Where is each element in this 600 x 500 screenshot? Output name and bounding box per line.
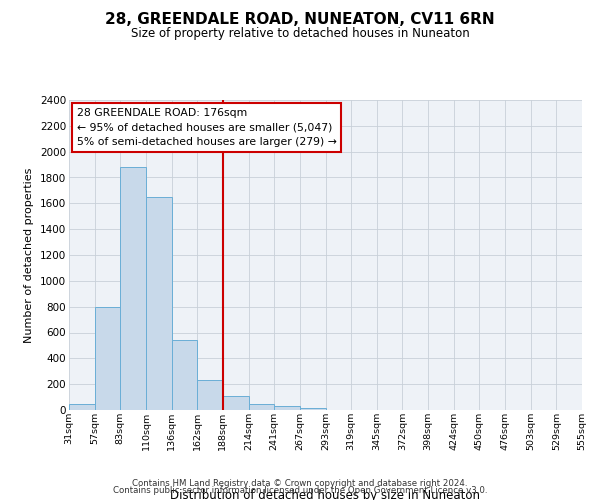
Y-axis label: Number of detached properties: Number of detached properties	[25, 168, 34, 342]
Text: Contains public sector information licensed under the Open Government Licence v3: Contains public sector information licen…	[113, 486, 487, 495]
Bar	[121, 167, 146, 410]
Text: 28 GREENDALE ROAD: 176sqm
← 95% of detached houses are smaller (5,047)
5% of sem: 28 GREENDALE ROAD: 176sqm ← 95% of detac…	[77, 108, 337, 148]
Bar	[197, 380, 223, 410]
Bar	[172, 340, 197, 410]
Text: Contains HM Land Registry data © Crown copyright and database right 2024.: Contains HM Land Registry data © Crown c…	[132, 478, 468, 488]
Bar	[300, 408, 325, 410]
Bar	[146, 197, 172, 410]
Bar	[95, 306, 121, 410]
Bar	[274, 406, 300, 410]
Bar	[248, 404, 274, 410]
X-axis label: Distribution of detached houses by size in Nuneaton: Distribution of detached houses by size …	[170, 488, 481, 500]
Bar	[69, 404, 95, 410]
Bar	[223, 396, 248, 410]
Text: 28, GREENDALE ROAD, NUNEATON, CV11 6RN: 28, GREENDALE ROAD, NUNEATON, CV11 6RN	[105, 12, 495, 28]
Text: Size of property relative to detached houses in Nuneaton: Size of property relative to detached ho…	[131, 28, 469, 40]
